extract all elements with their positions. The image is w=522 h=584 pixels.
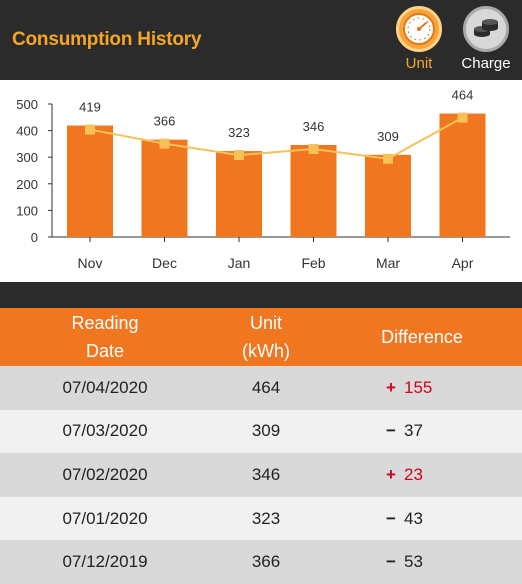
difference-value: 53 (404, 552, 423, 572)
trend-point (159, 138, 170, 149)
section-divider (0, 282, 522, 308)
data-label: 464 (452, 88, 474, 103)
consumption-chart: 0 100 200 300 400 500 Nov 419 Dec 366 Jan 323 Feb 346… (0, 80, 522, 282)
trend-point (85, 124, 95, 135)
x-tick-label: Jan (228, 255, 251, 271)
decrease-icon: − (386, 552, 396, 572)
table-row[interactable]: 07/01/2020 323 −43 (0, 496, 522, 541)
difference-value: 43 (404, 508, 423, 528)
unit-cell: 309 (251, 421, 281, 441)
x-tick-label: Feb (301, 255, 325, 271)
reading-date-cell: 07/03/2020 (62, 421, 148, 441)
y-tick-label: 400 (16, 124, 38, 139)
table-header: Reading Date Unit (kWh) Difference (0, 308, 522, 366)
y-tick-label: 0 (31, 230, 38, 245)
decrease-icon: − (386, 421, 396, 441)
trend-point (308, 143, 319, 154)
bar (290, 144, 337, 237)
increase-icon: + (386, 377, 396, 397)
trend-point (383, 153, 393, 164)
difference-value: 37 (404, 421, 423, 441)
data-label: 323 (228, 125, 250, 140)
bar (439, 113, 486, 237)
y-tick-label: 200 (16, 177, 38, 192)
unit-cell: 366 (251, 552, 281, 572)
bar (141, 139, 188, 237)
bar (216, 151, 262, 237)
unit-cell: 323 (251, 508, 281, 528)
trend-point (234, 150, 244, 161)
x-tick-label: Dec (152, 255, 177, 271)
data-label: 309 (377, 129, 399, 144)
difference-cell: +155 (384, 366, 504, 410)
coins-icon (463, 6, 509, 52)
y-tick-label: 100 (16, 203, 38, 218)
y-tick-label: 500 (16, 97, 38, 112)
difference-cell: −37 (384, 410, 504, 454)
app-header: Consumption History Unit Charge (0, 0, 522, 80)
y-tick-label: 300 (16, 150, 38, 165)
reading-date-cell: 07/02/2020 (62, 464, 148, 484)
table-row[interactable]: 07/12/2019 366 −53 (0, 540, 522, 584)
data-label: 366 (154, 114, 176, 129)
table-row[interactable]: 07/03/2020 309 −37 (0, 409, 522, 454)
reading-date-cell: 07/12/2019 (62, 552, 148, 572)
reading-date-cell: 07/01/2020 (62, 508, 148, 528)
difference-cell: −43 (384, 497, 504, 541)
charge-button[interactable]: Charge (460, 6, 512, 72)
decrease-icon: − (386, 508, 396, 528)
unit-cell: 464 (251, 377, 281, 397)
difference-value: 23 (404, 464, 423, 484)
data-label: 419 (79, 100, 101, 115)
header-difference: Difference (381, 327, 463, 347)
increase-icon: + (386, 464, 396, 484)
x-tick-label: Nov (78, 255, 103, 271)
bar (365, 154, 411, 237)
difference-cell: +23 (384, 453, 504, 497)
trend-point (457, 112, 468, 123)
table-row[interactable]: 07/04/2020 464 +155 (0, 366, 522, 410)
x-tick-label: Mar (376, 255, 400, 271)
reading-date-cell: 07/04/2020 (62, 377, 148, 397)
difference-value: 155 (404, 377, 433, 397)
gauge-icon (396, 6, 442, 52)
header-unit: Unit (kWh) (242, 313, 290, 361)
table-row[interactable]: 07/02/2020 346 +23 (0, 453, 522, 497)
unit-cell: 346 (251, 464, 281, 484)
chart-svg: 0 100 200 300 400 500 Nov 419 Dec 366 Jan 323 Feb 346… (16, 88, 510, 271)
data-label: 346 (303, 119, 325, 134)
unit-button[interactable]: Unit (393, 6, 445, 72)
unit-button-label: Unit (405, 55, 433, 72)
x-tick-label: Apr (452, 255, 474, 271)
trend-line (89, 116, 463, 160)
difference-cell: −53 (384, 540, 504, 584)
page-title: Consumption History (12, 29, 202, 50)
charge-button-label: Charge (461, 55, 511, 72)
header-reading-date: Reading Date (71, 313, 139, 361)
bar (67, 125, 113, 237)
